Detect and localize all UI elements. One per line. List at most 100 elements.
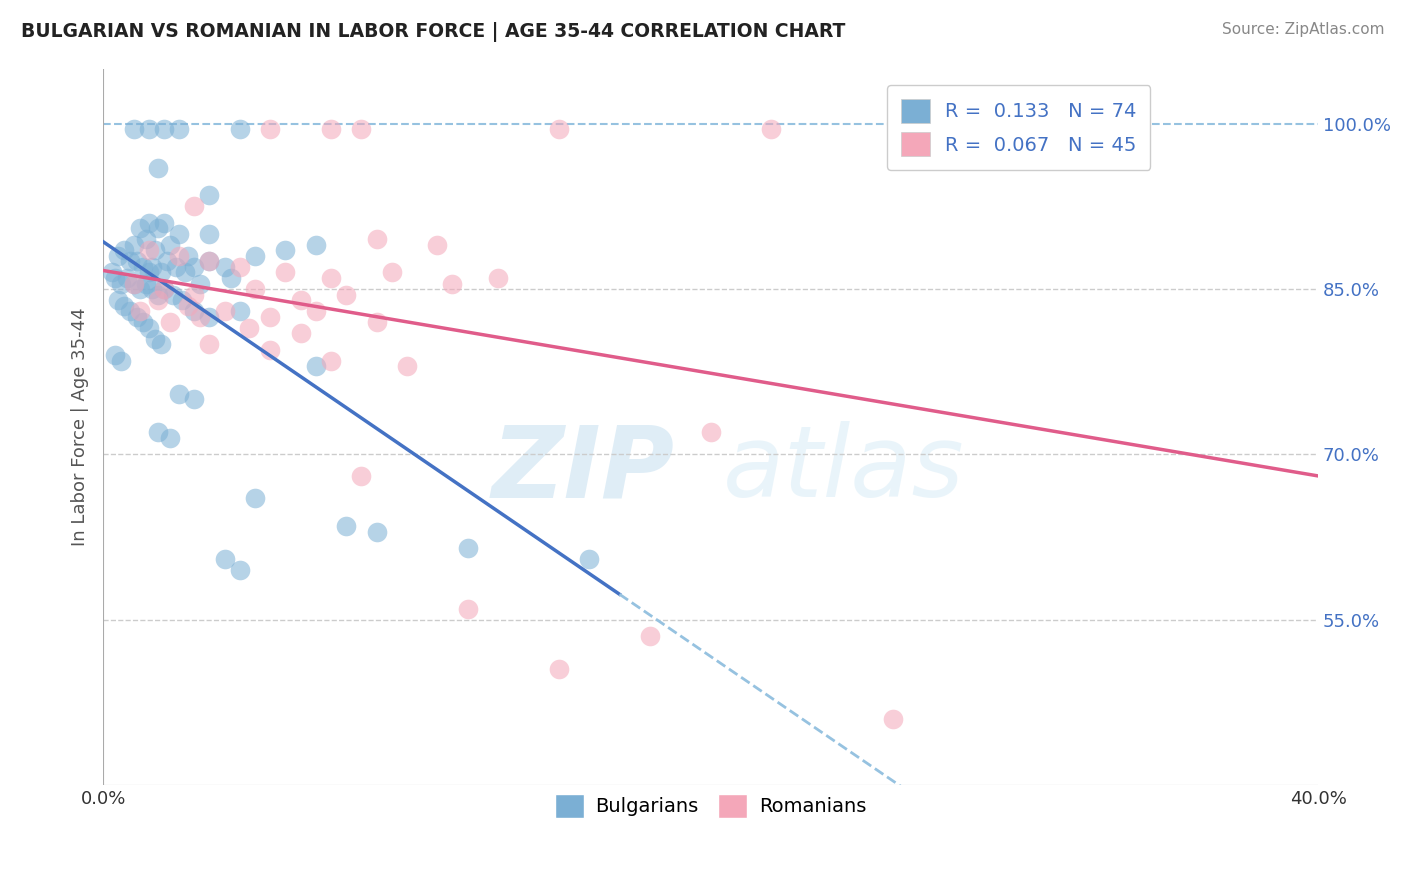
Point — [319, 353, 342, 368]
Point — [229, 122, 252, 136]
Point — [350, 469, 373, 483]
Point — [120, 304, 142, 318]
Point — [141, 260, 163, 274]
Point — [153, 282, 176, 296]
Point — [183, 287, 205, 301]
Point — [214, 260, 236, 274]
Point — [146, 287, 169, 301]
Point — [183, 260, 205, 274]
Point — [198, 254, 221, 268]
Point — [547, 662, 569, 676]
Point — [198, 310, 221, 324]
Point — [172, 293, 194, 307]
Point — [107, 249, 129, 263]
Point — [183, 199, 205, 213]
Point — [290, 293, 312, 307]
Point — [110, 353, 132, 368]
Point — [486, 271, 509, 285]
Point — [174, 265, 197, 279]
Point — [243, 249, 266, 263]
Point — [381, 265, 404, 279]
Point — [177, 249, 200, 263]
Point — [167, 386, 190, 401]
Point — [167, 122, 190, 136]
Point — [761, 122, 783, 136]
Point — [229, 260, 252, 274]
Point — [229, 304, 252, 318]
Point — [638, 629, 661, 643]
Point — [141, 282, 163, 296]
Text: atlas: atlas — [723, 421, 965, 518]
Point — [149, 265, 172, 279]
Point — [335, 519, 357, 533]
Point — [290, 326, 312, 340]
Point — [177, 299, 200, 313]
Point — [104, 271, 127, 285]
Point — [274, 265, 297, 279]
Point — [243, 491, 266, 506]
Point — [131, 260, 153, 274]
Point — [366, 315, 388, 329]
Y-axis label: In Labor Force | Age 35-44: In Labor Force | Age 35-44 — [72, 308, 89, 546]
Point — [214, 304, 236, 318]
Point — [104, 348, 127, 362]
Point — [110, 277, 132, 291]
Point — [117, 271, 139, 285]
Point — [259, 310, 281, 324]
Point — [128, 304, 150, 318]
Legend: Bulgarians, Romanians: Bulgarians, Romanians — [547, 786, 875, 826]
Point — [274, 244, 297, 258]
Point — [183, 392, 205, 407]
Point — [366, 232, 388, 246]
Point — [112, 299, 135, 313]
Text: Source: ZipAtlas.com: Source: ZipAtlas.com — [1222, 22, 1385, 37]
Point — [153, 216, 176, 230]
Point — [229, 563, 252, 577]
Point — [159, 315, 181, 329]
Point — [143, 332, 166, 346]
Point — [146, 221, 169, 235]
Point — [122, 277, 145, 291]
Point — [138, 122, 160, 136]
Point — [243, 282, 266, 296]
Point — [122, 277, 145, 291]
Point — [138, 320, 160, 334]
Point — [457, 541, 479, 555]
Point — [198, 188, 221, 202]
Point — [319, 271, 342, 285]
Point — [366, 524, 388, 539]
Point — [122, 238, 145, 252]
Point — [699, 425, 721, 440]
Point — [131, 315, 153, 329]
Point — [305, 238, 328, 252]
Text: ZIP: ZIP — [491, 421, 675, 518]
Point — [146, 425, 169, 440]
Point — [882, 712, 904, 726]
Point — [426, 238, 449, 252]
Point — [335, 287, 357, 301]
Point — [198, 337, 221, 351]
Point — [153, 122, 176, 136]
Point — [188, 310, 211, 324]
Point — [159, 238, 181, 252]
Point — [167, 227, 190, 241]
Point — [395, 359, 418, 374]
Point — [578, 552, 600, 566]
Point — [259, 122, 281, 136]
Point — [101, 265, 124, 279]
Point — [135, 277, 157, 291]
Point — [167, 249, 190, 263]
Point — [188, 277, 211, 291]
Point — [146, 293, 169, 307]
Point — [259, 343, 281, 357]
Point — [457, 601, 479, 615]
Point — [112, 244, 135, 258]
Point — [547, 122, 569, 136]
Point — [156, 254, 179, 268]
Point — [128, 221, 150, 235]
Point — [138, 265, 160, 279]
Point — [305, 359, 328, 374]
Point — [125, 310, 148, 324]
Point — [238, 320, 260, 334]
Point — [143, 244, 166, 258]
